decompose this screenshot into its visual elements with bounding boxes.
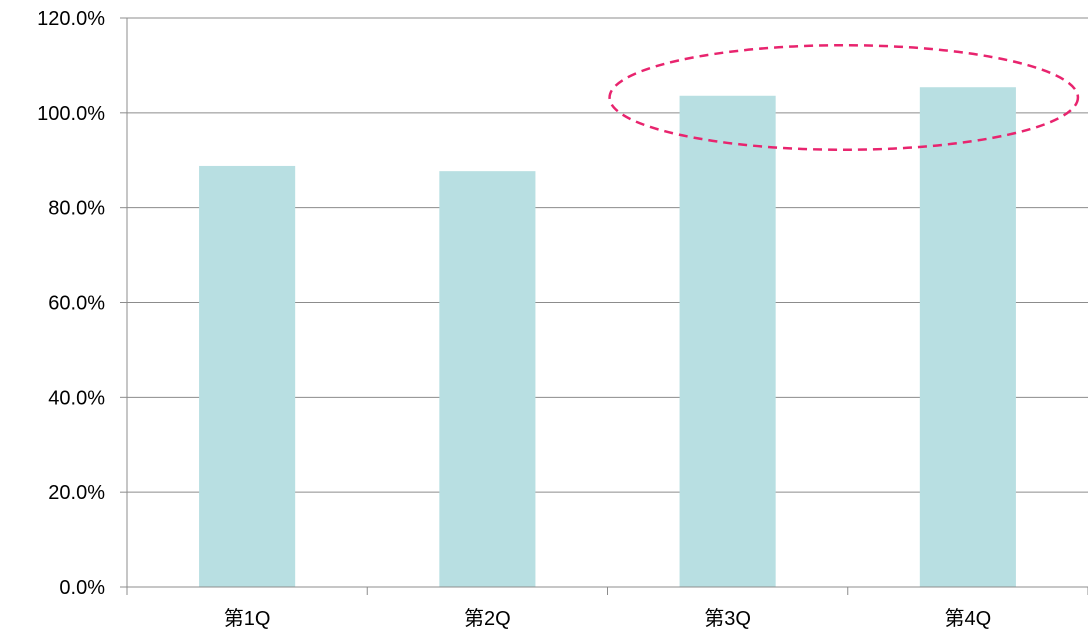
highlight-ellipse — [608, 43, 1080, 152]
y-tick-label: 60.0% — [48, 293, 105, 315]
x-tick-label: 第2Q — [464, 607, 511, 630]
bar — [439, 171, 536, 588]
y-tick-label: 120.0% — [37, 8, 105, 30]
bar — [919, 87, 1016, 587]
highlight-annotation — [608, 43, 1080, 152]
tick-labels: 0.0% 20.0% 40.0% 60.0% 80.0% 100.0% 120.0% 第1Q 第… — [37, 8, 991, 630]
axes — [120, 17, 1088, 595]
bar — [199, 165, 296, 587]
x-tick-label: 第3Q — [704, 607, 751, 630]
y-tick-label: 100.0% — [37, 103, 105, 125]
bar — [679, 95, 776, 587]
bars — [199, 87, 1016, 588]
y-tick-label: 80.0% — [48, 198, 105, 220]
y-tick-label: 0.0% — [59, 577, 105, 599]
y-tick-label: 40.0% — [48, 387, 105, 409]
x-tick-label: 第1Q — [224, 607, 271, 630]
y-tick-label: 20.0% — [48, 482, 105, 504]
x-tick-label: 第4Q — [945, 607, 992, 630]
